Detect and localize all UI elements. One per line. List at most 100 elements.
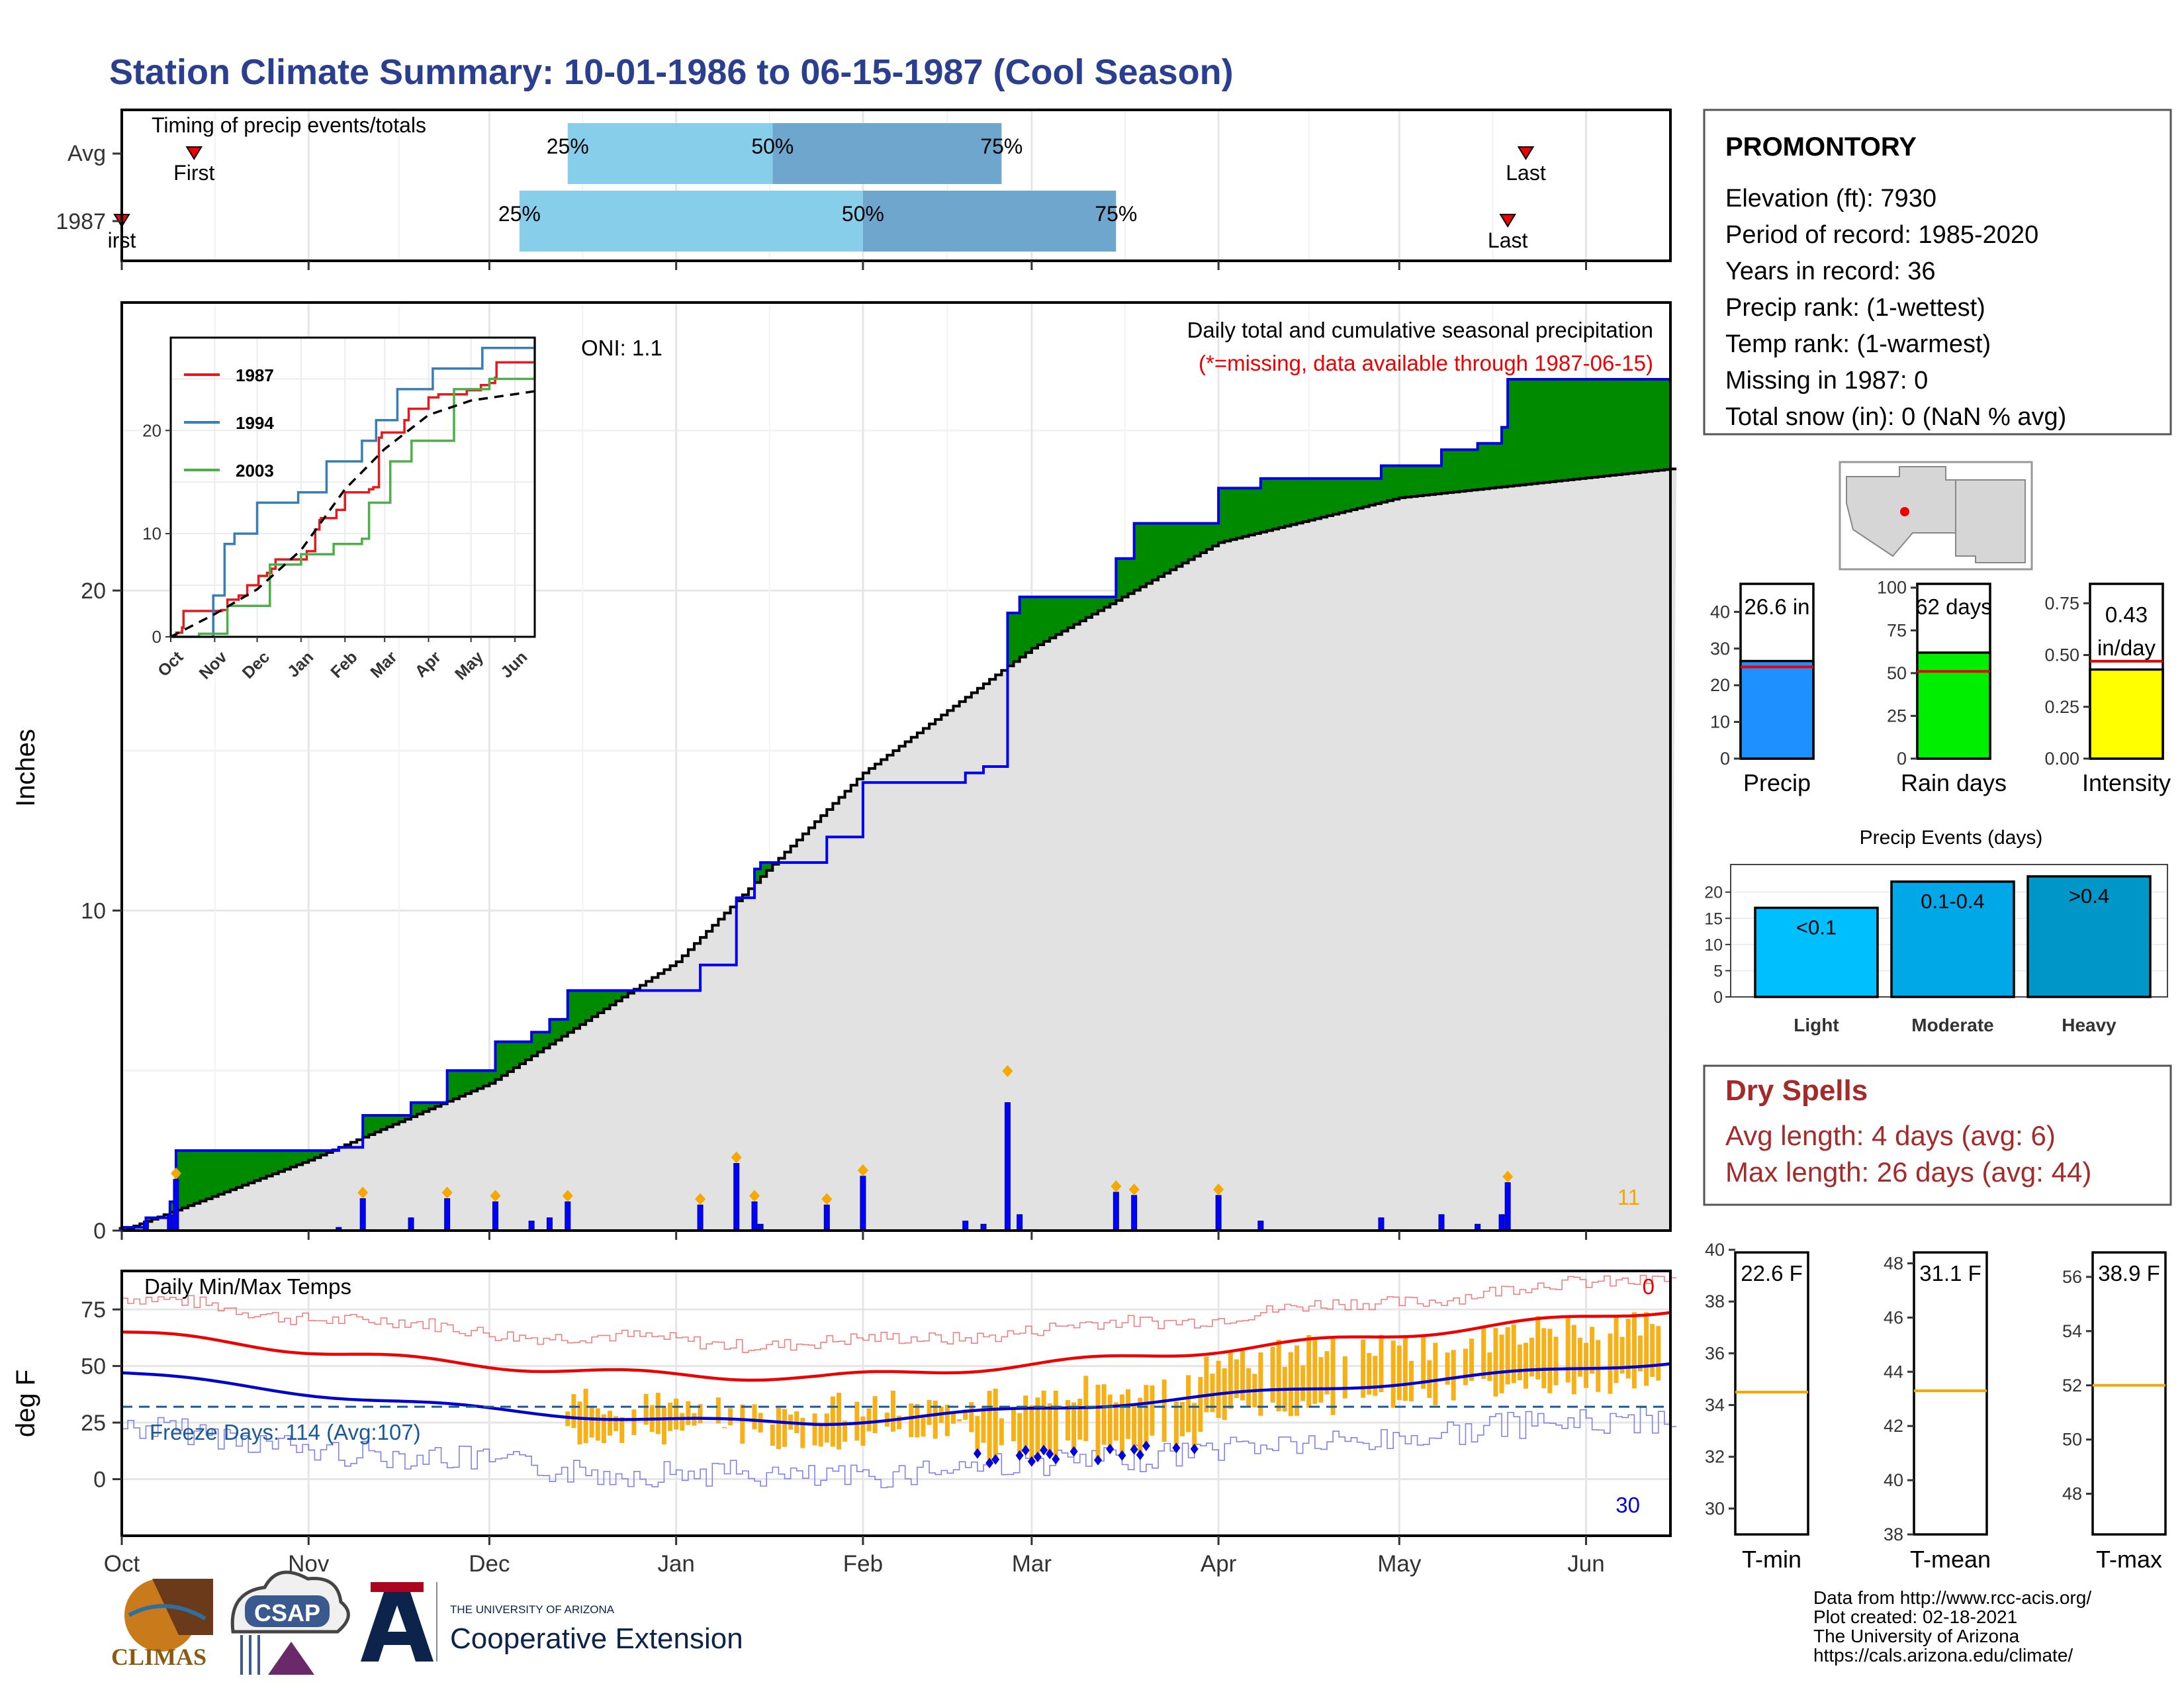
daily-temp-bar bbox=[1095, 1384, 1101, 1460]
daily-temp-bar bbox=[608, 1411, 613, 1436]
daily-temp-bar bbox=[1511, 1324, 1516, 1383]
timing-pct-50-y1987: 50% bbox=[842, 202, 884, 226]
events-bar-label-light: <0.1 bbox=[1796, 915, 1837, 939]
precip-surplus-area bbox=[736, 898, 743, 901]
freeze-days-label: Freeze Days: 114 (Avg:107) bbox=[150, 1420, 421, 1444]
daily-temp-bar bbox=[1126, 1389, 1131, 1439]
precip-surplus-area bbox=[1134, 523, 1141, 590]
dry-max-length: Max length: 26 days (avg: 44) bbox=[1725, 1156, 2091, 1188]
precip-surplus-area bbox=[1393, 465, 1400, 500]
gauge-bar-precip bbox=[1739, 659, 1815, 760]
daily-snow-marker bbox=[731, 1151, 742, 1164]
gauge-raindays: 0 25 50 75 100 62 days Rain days bbox=[1877, 578, 2007, 796]
precip-surplus-area bbox=[1056, 596, 1062, 635]
temp-ytick-label: 0 bbox=[93, 1468, 106, 1493]
precip-surplus-area bbox=[1586, 379, 1593, 478]
temp-background bbox=[122, 1271, 1670, 1536]
daily-temp-bar bbox=[812, 1413, 817, 1446]
daily-temp-bar bbox=[909, 1403, 914, 1437]
daily-precip-bar bbox=[142, 1220, 149, 1231]
precip-surplus-area bbox=[1549, 379, 1557, 482]
tgauge-frame bbox=[2091, 1251, 2167, 1536]
daily-temp-bar bbox=[1023, 1395, 1028, 1450]
daily-precip-bar bbox=[1498, 1214, 1505, 1231]
precip-surplus-area bbox=[254, 1150, 261, 1181]
cold-day-marker bbox=[1106, 1443, 1115, 1454]
tgauge-tick-label: 40 bbox=[1705, 1240, 1725, 1260]
tgauge-tick-label: 42 bbox=[1884, 1416, 1903, 1436]
daily-temp-bar bbox=[1258, 1352, 1263, 1416]
daily-temp-bar bbox=[981, 1406, 986, 1443]
daily-temp-bar bbox=[1499, 1335, 1504, 1393]
precip-surplus-area bbox=[1592, 379, 1599, 477]
daily-precip-bar bbox=[444, 1198, 451, 1231]
precip-surplus-area bbox=[1176, 523, 1183, 567]
timing-bar-q2-avg bbox=[772, 123, 1002, 184]
tgauge-value: 38.9 F bbox=[2098, 1261, 2160, 1286]
precip-surplus-area bbox=[1285, 478, 1291, 526]
precip-surplus-area bbox=[1652, 379, 1659, 471]
daily-temp-bar bbox=[1198, 1377, 1203, 1432]
gauge-value-intensity: 0.43 bbox=[2105, 602, 2148, 627]
precip-surplus-area bbox=[1622, 379, 1629, 475]
precip-surplus-area bbox=[1248, 488, 1255, 536]
gauge-tick-label-raindays: 50 bbox=[1887, 663, 1907, 683]
precip-frame bbox=[120, 301, 1672, 1232]
precip-average-line bbox=[122, 467, 1677, 1232]
precip-surplus-area bbox=[1471, 449, 1479, 491]
daily-temp-bar bbox=[993, 1388, 998, 1460]
daily-temp-bar bbox=[1361, 1339, 1366, 1398]
precip-surplus-area bbox=[1206, 523, 1213, 549]
precip-surplus-area bbox=[621, 990, 629, 998]
station-line-3: Years in record: 36 bbox=[1725, 258, 1936, 285]
daily-temp-bar bbox=[933, 1400, 938, 1439]
daily-temp-bar bbox=[577, 1401, 582, 1445]
daily-temp-bar bbox=[1445, 1352, 1450, 1385]
gauge-tick-label-precip: 20 bbox=[1710, 675, 1730, 695]
record-max-line bbox=[122, 1274, 1677, 1353]
precip-surplus-area bbox=[188, 1150, 195, 1206]
events-bar-label-moderate: 0.1-0.4 bbox=[1921, 890, 1985, 913]
precip-surplus-area bbox=[218, 1150, 225, 1195]
precip-surplus-area bbox=[1387, 465, 1394, 501]
climas-logo: CLIMAS bbox=[111, 1579, 213, 1670]
precip-surplus-area bbox=[1025, 596, 1032, 653]
precip-ytick-label: 0 bbox=[93, 1219, 106, 1244]
daily-temp-bar bbox=[1596, 1340, 1601, 1392]
precip-surplus-area bbox=[122, 1227, 128, 1231]
tgauge-value: 31.1 F bbox=[1919, 1261, 1981, 1286]
cold-day-marker bbox=[985, 1458, 994, 1469]
precip-surplus-area bbox=[1628, 379, 1635, 474]
precip-surplus-area bbox=[1122, 558, 1129, 597]
precip-surplus-area bbox=[1297, 478, 1304, 524]
precip-surplus-area bbox=[314, 1150, 322, 1158]
daily-temp-bar bbox=[728, 1408, 733, 1426]
tgauge-tick-label: 40 bbox=[1884, 1470, 1903, 1490]
precip-surplus-area bbox=[411, 1102, 418, 1117]
tgauge-tick-label: 34 bbox=[1705, 1395, 1725, 1415]
gauge-bar-intensity bbox=[2089, 668, 2164, 760]
station-line-7: Total snow (in): 0 (NaN % avg) bbox=[1725, 403, 2066, 431]
timing-bar-q2-y1987 bbox=[862, 191, 1116, 252]
cold-day-marker bbox=[1142, 1440, 1150, 1452]
gauge-tick-label-intensity: 0.75 bbox=[2044, 593, 2079, 613]
daily-temp-bar bbox=[927, 1399, 932, 1425]
precip-surplus-area bbox=[604, 990, 611, 1009]
precip-axes: 0 10 20 bbox=[81, 579, 1588, 1244]
precip-surplus-area bbox=[224, 1150, 231, 1192]
precip-surplus-area bbox=[586, 990, 592, 1021]
precip-surplus-area bbox=[1423, 465, 1430, 496]
daily-temp-bar bbox=[1553, 1336, 1559, 1385]
precip-surplus-area bbox=[1477, 443, 1484, 490]
daily-temp-bar bbox=[1650, 1324, 1655, 1378]
daily-snow-marker bbox=[1111, 1180, 1122, 1192]
precip-surplus-area bbox=[1658, 379, 1665, 471]
daily-temp-bar bbox=[668, 1402, 673, 1431]
daily-temp-bar bbox=[1228, 1350, 1233, 1409]
ua-logo-a bbox=[361, 1592, 433, 1662]
daily-temp-bar bbox=[1150, 1385, 1155, 1436]
precip-surplus-area bbox=[1459, 449, 1467, 492]
precip-surplus-area bbox=[1314, 478, 1322, 519]
